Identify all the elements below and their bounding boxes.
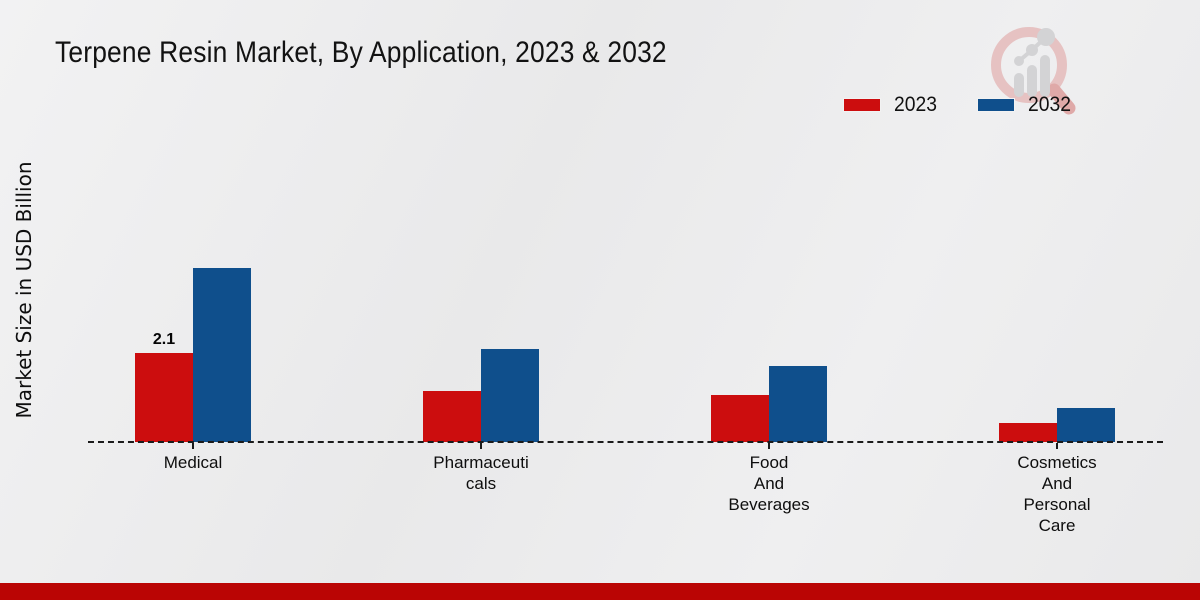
bar-2023-food-and-beverages [711, 395, 769, 442]
legend-item-2032: 2032 [976, 93, 1075, 117]
logo-handle [1047, 83, 1076, 115]
x-axis-label-food-and-beverages: Food And Beverages [728, 453, 810, 514]
x-axis-baseline [88, 441, 1163, 443]
bar-value-label: 2.1 [152, 331, 176, 348]
bar-2032-pharmaceuticals [481, 349, 539, 442]
bar-2032-food-and-beverages [769, 366, 827, 442]
x-axis-label-medical: Medical [163, 453, 223, 472]
logo-bar-3 [1040, 55, 1050, 97]
bar-2032-medical [193, 268, 251, 442]
x-axis-tick [480, 443, 482, 449]
logo-dot-2 [1026, 44, 1038, 56]
legend-label-2032: 2032 [1027, 93, 1071, 116]
legend-item-2023: 2023 [843, 93, 941, 117]
bar-2023-cosmetics-and-personal-care [999, 423, 1057, 442]
x-axis-tick [192, 443, 194, 449]
logo-bar-2 [1027, 65, 1037, 97]
y-axis-label: Market Size in USD Billion [12, 161, 36, 419]
legend-swatch-2032 [976, 98, 1015, 112]
chart-title: Terpene Resin Market, By Application, 20… [55, 36, 667, 69]
market-research-watermark-logo [991, 27, 1076, 115]
footer-accent-band [0, 583, 1200, 600]
legend-label-2023: 2023 [894, 93, 937, 116]
bar-2023-pharmaceuticals [423, 391, 481, 442]
logo-dot-3 [1037, 28, 1055, 46]
legend: 2023 2032 [843, 93, 1074, 117]
x-axis-tick [1056, 443, 1058, 449]
legend-swatch-2023 [843, 98, 881, 112]
logo-bar-1 [1014, 73, 1024, 97]
logo-lens-ring [991, 27, 1067, 103]
logo-dot-1 [1014, 56, 1024, 66]
x-axis-label-cosmetics-and-personal-care: Cosmetics And Personal Care [1017, 453, 1097, 535]
x-axis-label-pharmaceuticals: Pharmaceuti cals [433, 453, 529, 493]
bar-2023-medical [135, 353, 193, 442]
bar-2032-cosmetics-and-personal-care [1057, 408, 1115, 442]
x-axis-tick [768, 443, 770, 449]
